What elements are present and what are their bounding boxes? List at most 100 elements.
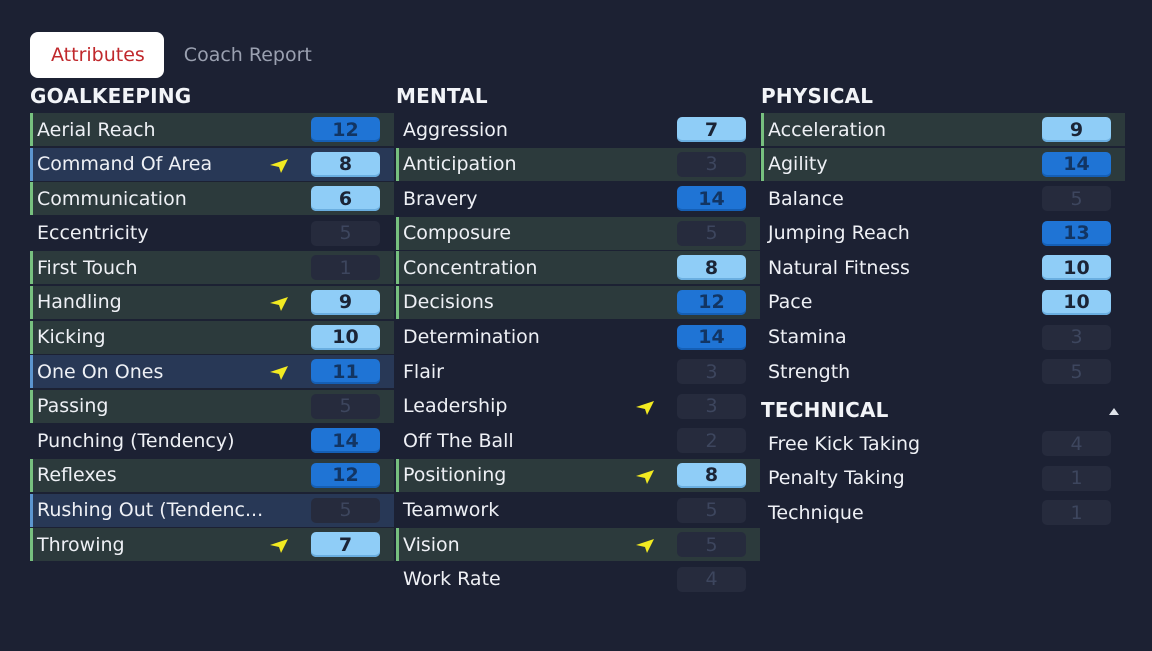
attribute-row-teamwork[interactable]: Teamwork 5 bbox=[396, 494, 760, 527]
attribute-row-kicking[interactable]: Kicking 10 bbox=[30, 320, 394, 354]
attribute-name: Determination bbox=[403, 326, 540, 349]
attribute-row-throwing[interactable]: Throwing 7 bbox=[30, 528, 394, 562]
goalkeeping-list: Aerial Reach 12 Command Of Area 8 Communicat… bbox=[30, 113, 394, 562]
attribute-row-one-on-ones[interactable]: One On Ones 11 bbox=[30, 355, 394, 389]
attribute-row-stamina[interactable]: Stamina 3 bbox=[761, 321, 1125, 354]
attribute-row-anticipation[interactable]: Anticipation 3 bbox=[396, 147, 760, 181]
attribute-row-acceleration[interactable]: Acceleration 9 bbox=[761, 113, 1125, 146]
attribute-row-rushing-out-tendenc[interactable]: Rushing Out (Tendenc... 5 bbox=[30, 493, 394, 527]
technical-heading-label: TECHNICAL bbox=[761, 398, 889, 423]
attribute-value: 2 bbox=[677, 428, 746, 454]
attribute-value: 12 bbox=[677, 289, 746, 315]
yellow-arrow-icon bbox=[270, 366, 288, 381]
attribute-row-balance[interactable]: Balance 5 bbox=[761, 182, 1125, 215]
attribute-name: Communication bbox=[37, 187, 187, 210]
attribute-name: Flair bbox=[403, 360, 444, 383]
attribute-row-reflexes[interactable]: Reflexes 12 bbox=[30, 458, 394, 492]
attribute-row-technique[interactable]: Technique 1 bbox=[761, 496, 1125, 529]
yellow-arrow-icon bbox=[270, 158, 288, 173]
attribute-name: Composure bbox=[403, 222, 512, 245]
attribute-name: Handling bbox=[37, 291, 122, 314]
attribute-row-communication[interactable]: Communication 6 bbox=[30, 182, 394, 216]
attribute-row-penalty-taking[interactable]: Penalty Taking 1 bbox=[761, 462, 1125, 495]
attribute-row-first-touch[interactable]: First Touch 1 bbox=[30, 251, 394, 285]
attribute-row-off-the-ball[interactable]: Off The Ball 2 bbox=[396, 424, 760, 457]
attribute-value: 9 bbox=[311, 289, 380, 315]
attribute-value: 1 bbox=[1042, 500, 1111, 526]
attribute-row-positioning[interactable]: Positioning 8 bbox=[396, 458, 760, 492]
attribute-name: Positioning bbox=[403, 464, 507, 487]
attribute-name: Concentration bbox=[403, 256, 538, 279]
attribute-value: 5 bbox=[1042, 186, 1111, 212]
attribute-value: 5 bbox=[311, 393, 380, 419]
attribute-value: 5 bbox=[677, 220, 746, 246]
physical-technical-column: PHYSICAL Acceleration 9 Agility 14 Balance 5 J… bbox=[761, 80, 1125, 531]
attribute-value: 3 bbox=[677, 359, 746, 385]
attribute-name: Passing bbox=[37, 395, 109, 418]
attribute-name: Free Kick Taking bbox=[768, 432, 921, 455]
attribute-row-bravery[interactable]: Bravery 14 bbox=[396, 182, 760, 215]
attribute-value: 1 bbox=[311, 255, 380, 281]
attribute-name: One On Ones bbox=[37, 360, 164, 383]
attribute-row-decisions[interactable]: Decisions 12 bbox=[396, 285, 760, 319]
attribute-value: 14 bbox=[311, 428, 380, 454]
attribute-value: 6 bbox=[311, 186, 380, 212]
attribute-row-free-kick-taking[interactable]: Free Kick Taking 4 bbox=[761, 427, 1125, 460]
tab-bar: Attributes Coach Report bbox=[30, 32, 312, 78]
goalkeeping-column: GOALKEEPING Aerial Reach 12 Command Of Are… bbox=[30, 80, 394, 563]
attribute-row-handling[interactable]: Handling 9 bbox=[30, 285, 394, 319]
attribute-name: Acceleration bbox=[768, 118, 887, 141]
attribute-value: 14 bbox=[1042, 151, 1111, 177]
goalkeeping-heading: GOALKEEPING bbox=[30, 84, 192, 108]
attribute-row-leadership[interactable]: Leadership 3 bbox=[396, 390, 760, 423]
attribute-value: 12 bbox=[311, 462, 380, 488]
attribute-row-composure[interactable]: Composure 5 bbox=[396, 216, 760, 250]
attribute-row-aerial-reach[interactable]: Aerial Reach 12 bbox=[30, 113, 394, 146]
collapse-triangle-icon[interactable] bbox=[1109, 408, 1119, 416]
attribute-value: 11 bbox=[311, 359, 380, 385]
yellow-arrow-icon bbox=[270, 296, 288, 311]
yellow-arrow-icon bbox=[636, 539, 654, 554]
attribute-name: Teamwork bbox=[403, 499, 500, 522]
attribute-row-aggression[interactable]: Aggression 7 bbox=[396, 113, 760, 146]
attribute-row-natural-fitness[interactable]: Natural Fitness 10 bbox=[761, 251, 1125, 284]
attribute-row-strength[interactable]: Strength 5 bbox=[761, 355, 1125, 388]
attribute-value: 5 bbox=[311, 497, 380, 523]
tab-coach-report[interactable]: Coach Report bbox=[183, 44, 312, 66]
attribute-value: 9 bbox=[1042, 117, 1111, 142]
attribute-row-pace[interactable]: Pace 10 bbox=[761, 286, 1125, 319]
attribute-value: 7 bbox=[677, 117, 746, 142]
attribute-row-vision[interactable]: Vision 5 bbox=[396, 528, 760, 562]
attribute-row-passing[interactable]: Passing 5 bbox=[30, 389, 394, 423]
attribute-name: Penalty Taking bbox=[768, 467, 905, 490]
attribute-value: 1 bbox=[1042, 465, 1111, 491]
attribute-value: 10 bbox=[1042, 255, 1111, 281]
attribute-row-eccentricity[interactable]: Eccentricity 5 bbox=[30, 217, 394, 250]
attribute-value: 5 bbox=[311, 220, 380, 246]
attribute-row-concentration[interactable]: Concentration 8 bbox=[396, 251, 760, 285]
attribute-value: 12 bbox=[311, 117, 380, 142]
mental-column: MENTAL Aggression 7 Anticipation 3 Bravery 14… bbox=[396, 80, 760, 597]
attribute-row-command-of-area[interactable]: Command Of Area 8 bbox=[30, 147, 394, 181]
attribute-row-work-rate[interactable]: Work Rate 4 bbox=[396, 563, 760, 596]
attribute-name: Natural Fitness bbox=[768, 256, 910, 279]
attribute-name: Aggression bbox=[403, 118, 508, 141]
attribute-row-punching-tendency[interactable]: Punching (Tendency) 14 bbox=[30, 424, 394, 457]
attribute-name: Technique bbox=[768, 501, 864, 524]
attribute-row-flair[interactable]: Flair 3 bbox=[396, 355, 760, 388]
attribute-value: 10 bbox=[1042, 289, 1111, 315]
attribute-row-agility[interactable]: Agility 14 bbox=[761, 147, 1125, 181]
attribute-name: Anticipation bbox=[403, 153, 517, 176]
tab-attributes[interactable]: Attributes bbox=[30, 32, 164, 78]
attribute-value: 8 bbox=[677, 462, 746, 488]
attribute-name: Stamina bbox=[768, 326, 847, 349]
attribute-value: 3 bbox=[677, 151, 746, 177]
technical-list: Free Kick Taking 4 Penalty Taking 1 Techniqu… bbox=[761, 427, 1125, 529]
attribute-name: Work Rate bbox=[403, 568, 501, 591]
attribute-row-jumping-reach[interactable]: Jumping Reach 13 bbox=[761, 217, 1125, 250]
attribute-name: Rushing Out (Tendenc... bbox=[37, 499, 264, 522]
attribute-row-determination[interactable]: Determination 14 bbox=[396, 321, 760, 354]
attribute-value: 13 bbox=[1042, 220, 1111, 246]
attribute-name: Kicking bbox=[37, 326, 106, 349]
yellow-arrow-icon bbox=[636, 400, 654, 415]
